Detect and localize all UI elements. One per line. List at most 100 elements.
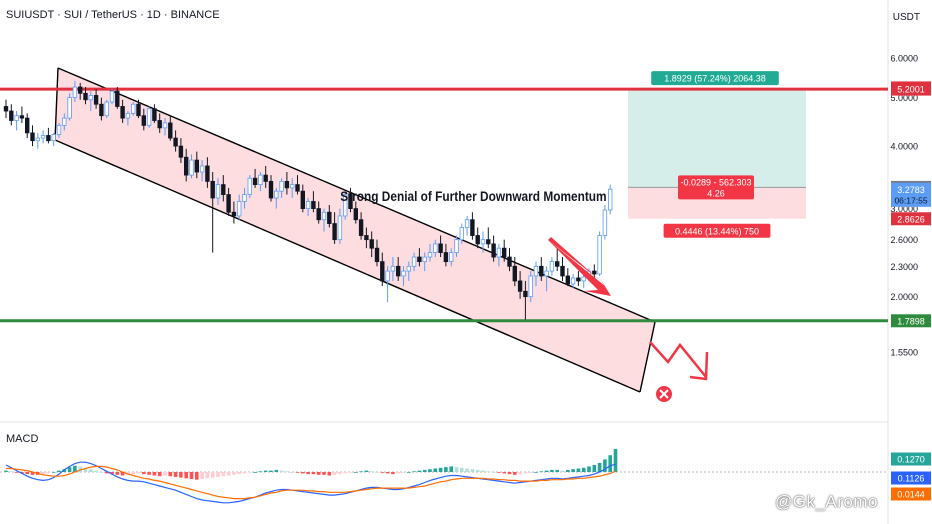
candle-body <box>99 103 104 117</box>
candle <box>570 273 576 289</box>
macd-histogram-bar <box>364 470 369 472</box>
candle <box>592 264 597 278</box>
candle <box>353 201 358 224</box>
level-tag-support: 1.7898 <box>891 314 931 328</box>
candle <box>104 99 109 119</box>
axis-tag-subtext: 06:17:55 <box>894 195 927 205</box>
macd-histogram-bar <box>449 466 453 472</box>
axis-tag-text: 3.2783 <box>897 185 925 195</box>
candle <box>252 168 258 188</box>
candle-body <box>533 265 539 277</box>
stop-label: 0.4446 (13.44%) 750 <box>663 223 771 238</box>
candle <box>46 127 51 144</box>
macd-histogram-bar <box>295 472 300 473</box>
candle-body <box>3 106 9 112</box>
macd-histogram-bar <box>248 472 252 473</box>
candle <box>78 82 83 100</box>
target-label-text: 1.8929 (57.24%) 2064.38 <box>664 74 766 84</box>
macd-histogram-bar <box>226 472 231 476</box>
cancel-x-mark <box>659 389 669 399</box>
price-tick: 1.5500 <box>890 348 918 358</box>
macd-tag-bg <box>891 487 931 501</box>
macd-histogram-bar <box>332 472 337 475</box>
macd-histogram-bar <box>136 472 141 474</box>
candle <box>115 87 120 109</box>
macd-histogram-bar <box>168 472 173 477</box>
breakout-arrow-icon <box>548 240 611 296</box>
macd-histogram-bar <box>73 465 77 472</box>
macd-tag-text: 0.0144 <box>897 490 925 500</box>
candle <box>72 80 78 102</box>
macd-histogram-bar <box>550 469 554 472</box>
macd-histogram-bar <box>78 466 82 472</box>
macd-histogram-bar <box>115 472 120 475</box>
candle <box>130 101 136 116</box>
candle <box>380 252 385 287</box>
macd-histogram-bar <box>279 470 284 472</box>
macd-histogram-bar <box>401 472 406 473</box>
candle-body <box>427 252 433 258</box>
candle <box>24 113 30 139</box>
candle <box>9 104 14 126</box>
candle-body <box>221 184 226 195</box>
macd-histogram-bar <box>51 472 56 473</box>
candle-body <box>608 188 613 211</box>
candle-body <box>433 243 438 253</box>
channel-upper-line <box>57 67 656 323</box>
macd-histogram-bar <box>343 472 347 474</box>
candle <box>247 175 252 198</box>
candle <box>411 252 417 272</box>
candle-body <box>353 208 358 221</box>
candle-body <box>470 219 475 236</box>
macd-histogram-bar <box>131 472 135 475</box>
macd-histogram-bar <box>380 472 385 473</box>
candle-body <box>411 256 417 267</box>
macd-histogram-bar <box>518 472 522 475</box>
breakout-arrow-shaft <box>548 237 603 283</box>
macd-histogram-bar <box>311 472 316 475</box>
candle-body <box>321 211 327 221</box>
macd-histogram-bar <box>46 472 51 474</box>
candle <box>459 223 464 244</box>
price-tick: 2.3000 <box>890 262 918 272</box>
candle <box>221 175 226 202</box>
macd-histogram-bar <box>232 472 236 475</box>
macd-histogram-bar <box>507 472 512 475</box>
candle-body <box>115 90 120 107</box>
macd-histogram-bar <box>528 472 533 473</box>
candle-body <box>157 120 162 129</box>
candle <box>162 118 168 136</box>
level-tag-text: 5.2001 <box>897 85 925 95</box>
candle-body <box>56 124 62 135</box>
candle <box>152 104 157 123</box>
candle-body <box>226 194 231 213</box>
candle-body <box>14 115 19 121</box>
channel-lower-line <box>54 139 641 393</box>
candle-body <box>258 174 263 186</box>
channel-right-edge <box>639 321 656 393</box>
macd-histogram-bar <box>391 472 395 475</box>
annotation-text: Strong Denial of Further Downward Moment… <box>340 188 606 204</box>
candle <box>417 248 422 267</box>
candle <box>501 239 507 262</box>
entry-label-bg <box>678 175 754 200</box>
macd-histogram-bar <box>385 472 390 474</box>
candle <box>295 175 300 195</box>
candle <box>443 243 449 267</box>
macd-histogram-bar <box>67 467 72 472</box>
candle <box>109 89 115 105</box>
macd-label: MACD <box>6 433 39 445</box>
candle <box>157 113 162 133</box>
channel-left-edge <box>54 67 59 141</box>
macd-histogram-bar <box>560 470 565 472</box>
macd-histogram-bar <box>216 472 220 477</box>
candle-body <box>369 239 374 249</box>
macd-histogram-bar <box>359 471 363 473</box>
macd-histogram-bar <box>269 470 273 472</box>
candle-body <box>342 194 348 217</box>
candle-body <box>305 201 311 209</box>
candle <box>512 257 517 287</box>
candle-body <box>109 90 115 103</box>
